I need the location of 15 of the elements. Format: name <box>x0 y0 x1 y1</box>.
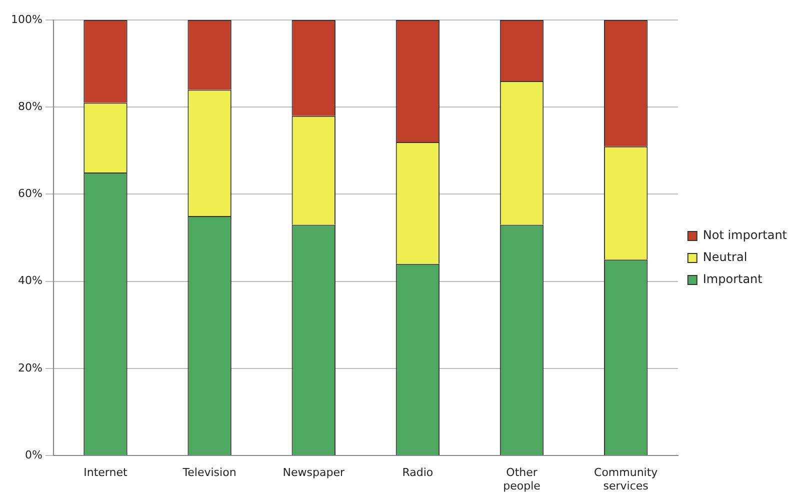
y-tick-label: 40% <box>18 274 42 288</box>
x-tick-label: Community services <box>594 466 658 492</box>
y-tick-label: 80% <box>18 100 42 113</box>
x-tick-label: Internet <box>84 466 128 480</box>
legend-label: Not important <box>702 228 788 242</box>
y-tick-label: 0% <box>24 448 42 462</box>
y-tick-label: 60% <box>18 187 42 200</box>
y-tick-label: 20% <box>18 361 42 374</box>
legend-label: Neutral <box>702 250 748 264</box>
x-tick-label: Radio <box>402 466 434 480</box>
y-tick-label: 100% <box>10 12 42 26</box>
x-tick-label: Television <box>182 466 236 480</box>
x-tick-label: Newspaper <box>282 466 345 480</box>
x-tick-label: Other people <box>503 466 541 492</box>
legend-label: Important <box>702 272 763 286</box>
